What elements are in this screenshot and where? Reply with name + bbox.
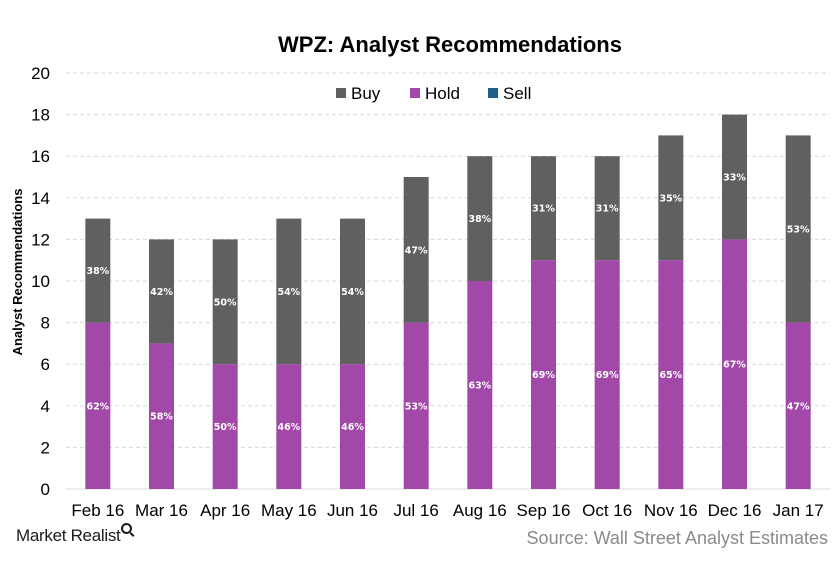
x-tick-label: Mar 16: [135, 501, 188, 520]
y-tick-label: 18: [31, 106, 50, 125]
bar-buy: [594, 156, 620, 261]
bar-hold: [212, 364, 238, 489]
bar-hold: [467, 281, 493, 489]
legend-swatch-sell: [488, 88, 498, 98]
y-axis-label: Analyst Recommendations: [10, 189, 25, 356]
bar-buy: [531, 156, 556, 261]
data-label-hold: 47%: [787, 401, 810, 412]
y-axis-ticks: 0 2 4 6 8 10 12 14 16 18 20: [31, 64, 50, 499]
bar-buy: [785, 135, 811, 323]
bar-buy: [212, 239, 238, 365]
x-tick-label: Aug 16: [453, 501, 507, 520]
bar-buy: [403, 177, 429, 323]
x-tick-label: Sep 16: [517, 501, 571, 520]
magnifier-icon: [121, 523, 133, 534]
data-label-buy: 31%: [532, 204, 555, 215]
data-label-hold: 50%: [214, 422, 237, 433]
data-label-hold: 65%: [659, 370, 682, 381]
x-tick-label: Jan 17: [773, 501, 824, 520]
bar-buy: [340, 218, 365, 365]
data-label-buy: 42%: [150, 287, 173, 298]
bar-hold: [85, 322, 111, 489]
data-label-buy: 54%: [341, 287, 364, 298]
data-label-buy: 35%: [659, 193, 682, 204]
x-tick-label: Dec 16: [708, 501, 762, 520]
x-tick-label: Feb 16: [71, 501, 124, 520]
bar-buy: [467, 156, 493, 281]
bar-hold: [276, 364, 302, 489]
data-label-hold: 53%: [405, 401, 428, 412]
data-label-buy: 33%: [723, 173, 746, 184]
data-label-hold: 69%: [532, 370, 555, 381]
bar-buy: [85, 218, 111, 323]
bar-hold: [785, 322, 811, 489]
market-realist-logo: Market Realist: [16, 523, 133, 546]
data-label-hold: 63%: [468, 381, 491, 392]
data-label-buy: 53%: [787, 225, 810, 236]
y-tick-label: 20: [31, 64, 50, 83]
y-tick-label: 4: [41, 397, 50, 416]
legend-swatch-hold: [410, 88, 420, 98]
bar-hold: [594, 260, 620, 489]
x-tick-label: Jul 16: [393, 501, 438, 520]
x-tick-label: Apr 16: [200, 501, 250, 520]
y-tick-label: 12: [31, 230, 50, 249]
x-tick-label: May 16: [261, 501, 317, 520]
y-tick-label: 0: [41, 480, 50, 499]
y-tick-label: 14: [31, 189, 50, 208]
bar-hold: [722, 239, 747, 489]
legend-label-buy: Buy: [351, 84, 381, 103]
gridlines: [66, 72, 830, 490]
data-label-hold: 67%: [723, 360, 746, 371]
data-label-buy: 38%: [86, 266, 109, 277]
data-label-hold: 62%: [86, 401, 109, 412]
bar-hold: [531, 260, 556, 489]
bar-buy: [276, 218, 302, 365]
chart-title: WPZ: Analyst Recommendations: [278, 32, 622, 57]
y-tick-label: 8: [41, 314, 50, 333]
x-tick-label: Nov 16: [644, 501, 698, 520]
y-tick-label: 16: [31, 147, 50, 166]
legend-label-hold: Hold: [425, 84, 460, 103]
x-axis-ticks: Feb 16 Mar 16 Apr 16 May 16 Jun 16 Jul 16 Aug …: [71, 501, 823, 520]
data-label-hold: 69%: [596, 370, 619, 381]
legend: Buy Hold Sell: [336, 84, 531, 103]
bar-buy: [149, 239, 174, 344]
data-label-buy: 50%: [214, 297, 237, 308]
legend-label-sell: Sell: [503, 84, 531, 103]
brand-name: Market Realist: [16, 526, 121, 545]
data-label-buy: 47%: [405, 245, 428, 256]
y-tick-label: 2: [41, 438, 50, 457]
x-tick-label: Oct 16: [582, 501, 632, 520]
source-note: Source: Wall Street Analyst Estimates: [526, 528, 828, 548]
data-label-buy: 38%: [468, 214, 491, 225]
bar-hold: [340, 364, 365, 489]
data-label-hold: 46%: [341, 422, 364, 433]
bars: 62% 38% 58% 42% 50% 50% 46% 54% 46% 54% 53% 47% 63% 3…: [85, 114, 811, 489]
bar-buy: [658, 135, 684, 261]
data-label-hold: 46%: [277, 422, 300, 433]
bar-hold: [403, 322, 429, 489]
y-tick-label: 10: [31, 272, 50, 291]
data-label-hold: 58%: [150, 412, 173, 423]
bar-hold: [149, 343, 174, 489]
bar-hold: [658, 260, 684, 489]
y-tick-label: 6: [41, 355, 50, 374]
x-tick-label: Jun 16: [327, 501, 378, 520]
bar-buy: [722, 114, 747, 240]
legend-swatch-buy: [336, 88, 346, 98]
data-label-buy: 31%: [596, 204, 619, 215]
data-label-buy: 54%: [277, 287, 300, 298]
